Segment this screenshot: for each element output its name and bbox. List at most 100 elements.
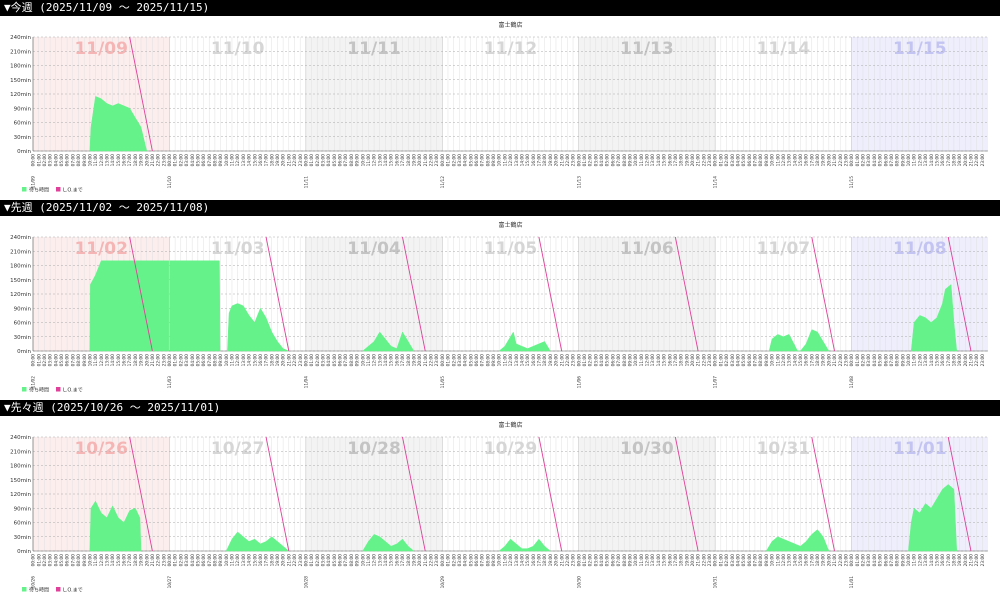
hour-tick-label: 23:00 — [298, 354, 304, 367]
day-tick-label: 10/27 — [167, 576, 173, 589]
lo-line — [129, 36, 153, 152]
hour-tick-label: 20:00 — [826, 554, 832, 567]
hour-tick-label: 13:00 — [241, 554, 247, 567]
hour-tick-label: 08:00 — [76, 154, 82, 167]
hour-tick-label: 09:00 — [491, 354, 497, 367]
day-label: 10/28 — [347, 439, 401, 459]
hour-tick-label: 12:00 — [508, 154, 514, 167]
hour-tick-label: 04:00 — [872, 354, 878, 367]
day-label: 11/06 — [620, 239, 674, 259]
hour-tick-label: 22:00 — [156, 554, 162, 567]
hour-tick-label: 06:00 — [474, 154, 480, 167]
hour-tick-label: 17:00 — [809, 554, 815, 567]
hour-tick-label: 19:00 — [684, 154, 690, 167]
hour-tick-label: 20:00 — [554, 354, 560, 367]
hour-tick-label: 02:00 — [451, 354, 457, 367]
y-tick-label: 30min — [14, 135, 32, 141]
hour-tick-label: 11:00 — [93, 354, 99, 367]
day-label: 11/04 — [347, 239, 401, 259]
hour-tick-label: 00:00 — [303, 154, 309, 167]
hour-tick-label: 13:00 — [923, 554, 929, 567]
hour-tick-label: 08:00 — [622, 354, 628, 367]
hour-tick-label: 14:00 — [110, 554, 116, 567]
hour-tick-label: 05:00 — [468, 554, 474, 567]
hour-tick-label: 02:00 — [451, 154, 457, 167]
hour-tick-label: 21:00 — [559, 554, 565, 567]
hour-tick-label: 16:00 — [122, 554, 128, 567]
hour-tick-label: 07:00 — [343, 354, 349, 367]
y-tick-label: 180min — [10, 64, 31, 70]
hour-tick-label: 01:00 — [855, 354, 861, 367]
hour-tick-label: 21:00 — [832, 154, 838, 167]
y-tick-label: 120min — [10, 92, 31, 98]
hour-tick-label: 21:00 — [423, 154, 429, 167]
hour-tick-label: 00:00 — [303, 554, 309, 567]
hour-tick-label: 08:00 — [213, 154, 219, 167]
hour-tick-label: 01:00 — [718, 154, 724, 167]
hour-tick-label: 05:00 — [332, 554, 338, 567]
hour-tick-label: 20:00 — [690, 554, 696, 567]
day-tick-label: 11/13 — [576, 176, 582, 189]
hour-tick-label: 12:00 — [917, 154, 923, 167]
hour-tick-label: 14:00 — [247, 354, 253, 367]
day-label: 11/07 — [757, 239, 811, 259]
hour-tick-label: 18:00 — [679, 354, 685, 367]
hour-tick-label: 01:00 — [718, 354, 724, 367]
hour-tick-label: 07:00 — [616, 554, 622, 567]
hour-tick-label: 01:00 — [855, 154, 861, 167]
hour-tick-label: 11:00 — [775, 354, 781, 367]
hour-tick-label: 02:00 — [588, 354, 594, 367]
hour-tick-label: 17:00 — [946, 554, 952, 567]
hour-tick-label: 14:00 — [792, 154, 798, 167]
hour-tick-label: 04:00 — [190, 154, 196, 167]
y-tick-label: 90min — [14, 306, 32, 312]
day-label: 11/10 — [211, 39, 265, 59]
wait-area — [910, 283, 958, 352]
hour-tick-label: 05:00 — [605, 354, 611, 367]
hour-tick-label: 15:00 — [525, 154, 531, 167]
hour-tick-label: 18:00 — [133, 554, 139, 567]
hour-tick-label: 20:00 — [690, 154, 696, 167]
hour-tick-label: 10:00 — [360, 154, 366, 167]
hour-tick-label: 19:00 — [548, 554, 554, 567]
hour-tick-label: 03:00 — [593, 154, 599, 167]
hour-tick-label: 13:00 — [241, 154, 247, 167]
hour-tick-label: 21:00 — [423, 554, 429, 567]
hour-tick-label: 00:00 — [440, 154, 446, 167]
hour-tick-label: 07:00 — [207, 154, 213, 167]
hour-tick-label: 06:00 — [883, 154, 889, 167]
hour-tick-label: 23:00 — [843, 554, 849, 567]
hour-tick-label: 18:00 — [815, 154, 821, 167]
hour-tick-label: 15:00 — [798, 554, 804, 567]
hour-tick-label: 22:00 — [292, 154, 298, 167]
hour-tick-label: 09:00 — [900, 154, 906, 167]
day-tick-label: 11/06 — [576, 376, 582, 389]
hour-tick-label: 08:00 — [758, 354, 764, 367]
hour-tick-label: 01:00 — [446, 554, 452, 567]
hour-tick-label: 03:00 — [593, 354, 599, 367]
hour-tick-label: 01:00 — [36, 554, 42, 567]
hour-tick-label: 11:00 — [93, 554, 99, 567]
y-tick-label: 210min — [10, 49, 31, 55]
hour-tick-label: 22:00 — [974, 554, 980, 567]
hour-tick-label: 02:00 — [42, 554, 48, 567]
hour-tick-label: 09:00 — [355, 354, 361, 367]
hour-tick-label: 21:00 — [286, 154, 292, 167]
legend-label: L.O.まで — [63, 388, 83, 394]
y-tick-label: 240min — [10, 235, 31, 241]
hour-tick-label: 22:00 — [838, 354, 844, 367]
hour-tick-label: 11:00 — [230, 554, 236, 567]
chart-title: 富士鶴店 — [498, 421, 522, 429]
hour-tick-label: 17:00 — [537, 554, 543, 567]
hour-tick-label: 00:00 — [167, 554, 173, 567]
chart: 富士鶴店 11/09 11/10 11/11 11/12 11/13 11/14 11/15 0… — [10, 21, 988, 194]
hour-tick-label: 11:00 — [93, 154, 99, 167]
hour-tick-label: 09:00 — [218, 554, 224, 567]
hour-tick-label: 15:00 — [934, 154, 940, 167]
hour-tick-label: 08:00 — [349, 154, 355, 167]
hour-tick-label: 09:00 — [355, 154, 361, 167]
day-label: 10/26 — [74, 439, 128, 459]
hour-tick-label: 22:00 — [701, 154, 707, 167]
y-tick-label: 30min — [14, 335, 32, 341]
hour-tick-label: 07:00 — [343, 154, 349, 167]
